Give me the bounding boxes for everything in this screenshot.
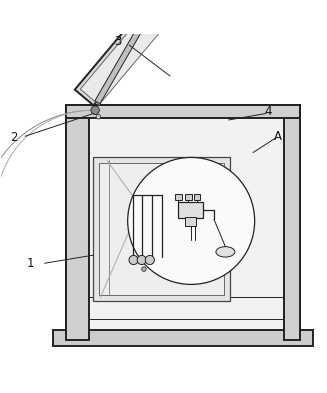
- Polygon shape: [95, 11, 152, 104]
- Circle shape: [145, 255, 154, 264]
- Text: 3: 3: [114, 35, 122, 48]
- Circle shape: [149, 7, 155, 13]
- Bar: [53, 330, 313, 346]
- Bar: [99, 163, 224, 295]
- Bar: [94, 158, 230, 301]
- Text: 2: 2: [10, 131, 17, 144]
- Polygon shape: [80, 0, 209, 105]
- Text: 1: 1: [26, 257, 34, 270]
- Bar: [178, 202, 202, 218]
- Circle shape: [137, 255, 146, 264]
- Circle shape: [91, 106, 99, 114]
- Bar: [175, 194, 182, 200]
- Bar: [185, 217, 196, 226]
- Polygon shape: [75, 0, 209, 105]
- Circle shape: [129, 255, 138, 264]
- Bar: [284, 105, 300, 340]
- Circle shape: [142, 267, 146, 272]
- Bar: [66, 105, 300, 118]
- Bar: [66, 105, 89, 340]
- Circle shape: [96, 114, 101, 119]
- Bar: [195, 194, 200, 200]
- Text: 4: 4: [264, 105, 271, 118]
- Circle shape: [128, 158, 255, 285]
- Text: A: A: [273, 130, 282, 143]
- Ellipse shape: [216, 247, 235, 257]
- Bar: [66, 105, 300, 340]
- Bar: [185, 194, 192, 200]
